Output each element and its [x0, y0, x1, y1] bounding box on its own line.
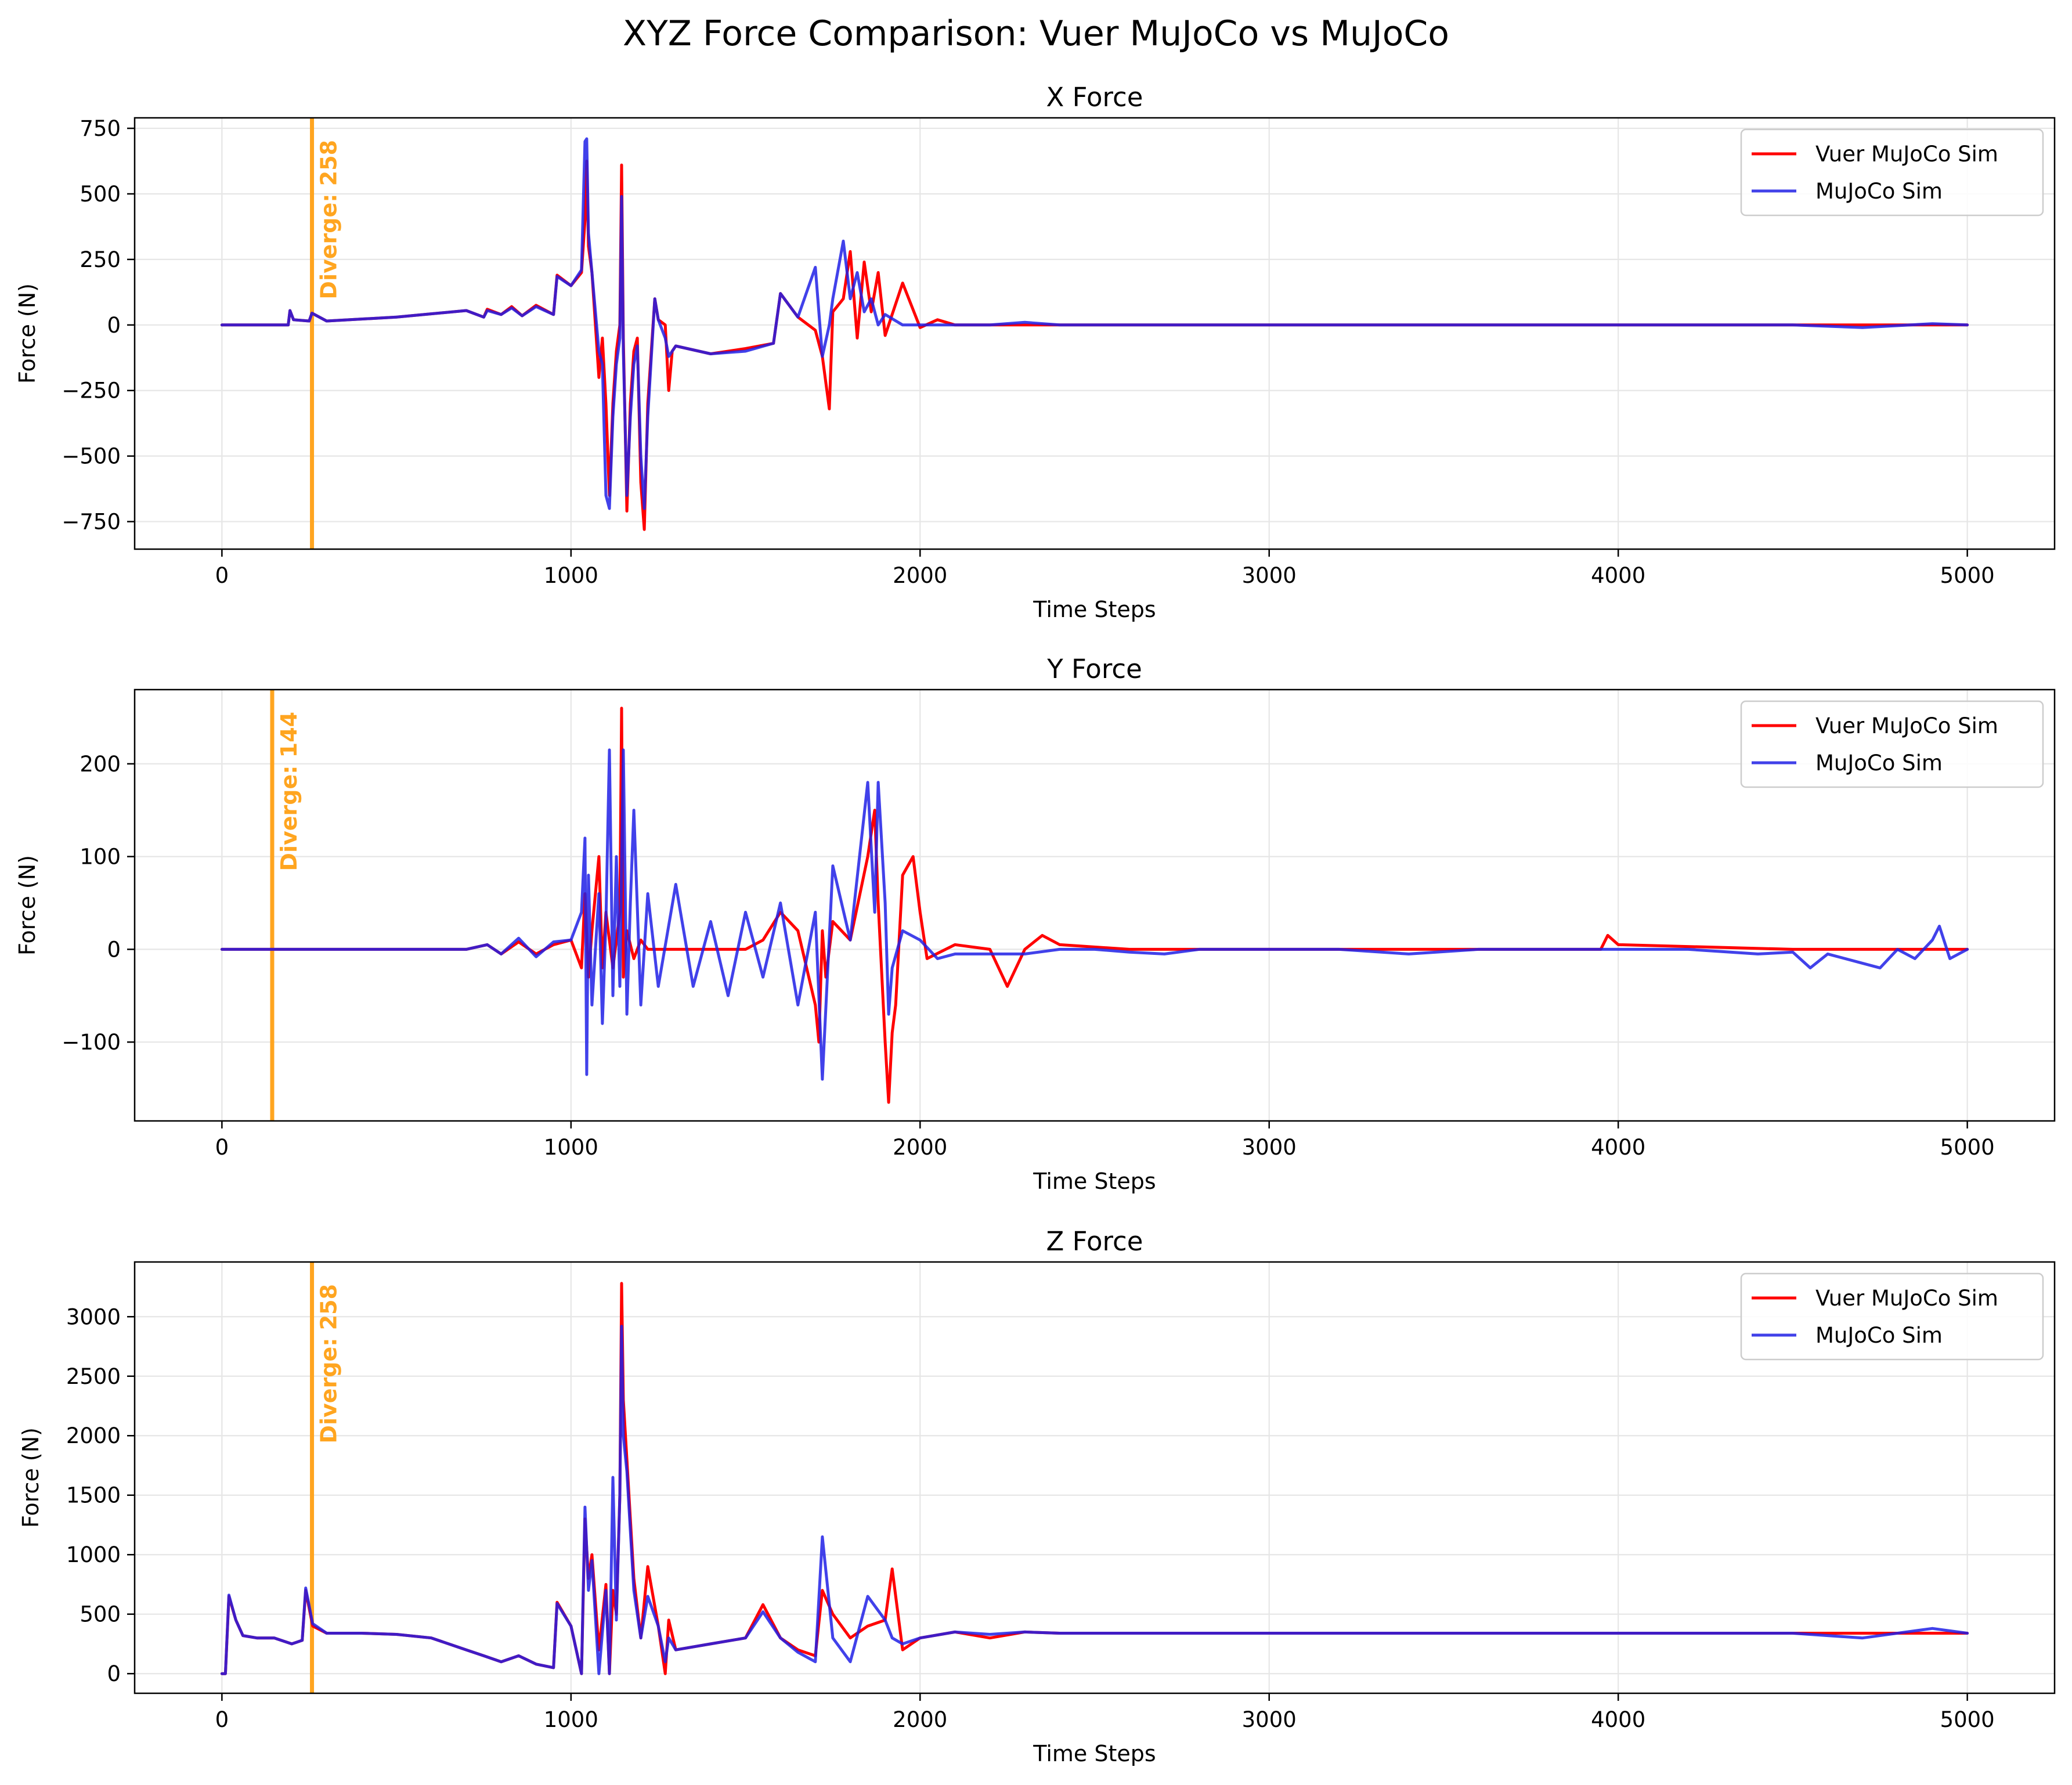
y-force-x-tick-label: 2000: [893, 1135, 947, 1160]
z-force-axes-frame: [133, 1261, 2056, 1694]
z-force-x-tick-label: 3000: [1242, 1707, 1297, 1732]
y-force-y-axis-label: Force (N): [15, 855, 40, 955]
y-force-x-tick-label: 4000: [1591, 1135, 1645, 1160]
x-force-diverge-label: Diverge: 258: [316, 140, 342, 300]
y-force-x-tick-label: 5000: [1940, 1135, 1995, 1160]
y-force-x-tick-label: 0: [215, 1135, 229, 1160]
x-force-x-tick-label: 3000: [1242, 563, 1297, 588]
x-force-series-mujoco-line: [220, 137, 1969, 510]
y-force-y-tick-label: 200: [80, 752, 121, 777]
z-force-x-axis-label: Time Steps: [1033, 1741, 1156, 1766]
y-force-title: Y Force: [1046, 654, 1142, 684]
y-force-chart: Diverge: 144 0 1000 2000 3000 4000 5000 −100 0 10…: [15, 654, 2056, 1194]
z-force-x-tick-label: 2000: [893, 1707, 947, 1732]
y-force-y-tick-label: −100: [62, 1030, 121, 1055]
z-force-legend-label-mujoco: MuJoCo Sim: [1815, 1323, 1943, 1348]
y-force-legend-label-mujoco: MuJoCo Sim: [1815, 751, 1943, 776]
x-force-y-tick-label: 750: [80, 116, 121, 141]
z-force-y-tick-label: 3000: [66, 1304, 121, 1329]
z-force-series-group: [220, 1282, 1969, 1675]
x-force-x-tick-label: 0: [215, 563, 229, 588]
z-force-series-mujoco-line: [220, 1325, 1969, 1675]
z-force-y-tick-label: 2000: [66, 1423, 121, 1448]
z-force-chart: Diverge: 258 0 1000 2000 3000 4000 5000 0 500 100…: [18, 1226, 2056, 1766]
y-force-x-axis-label: Time Steps: [1033, 1169, 1156, 1194]
x-force-x-tick-label: 1000: [544, 563, 598, 588]
z-force-x-tick-label: 4000: [1591, 1707, 1645, 1732]
z-force-y-tick-label: 1500: [66, 1483, 121, 1508]
x-force-x-tick-label: 2000: [893, 563, 947, 588]
y-force-series-mujoco-line: [220, 748, 1969, 1081]
x-force-legend: Vuer MuJoCo Sim MuJoCo Sim: [1740, 128, 2044, 217]
x-force-x-axis-label: Time Steps: [1033, 597, 1156, 622]
y-force-series-group: [220, 706, 1969, 1104]
y-force-y-tick-label: 100: [80, 845, 121, 870]
x-force-series-group: [220, 137, 1969, 531]
z-force-title: Z Force: [1046, 1226, 1143, 1257]
x-force-legend-box: [1740, 128, 2044, 217]
z-force-x-tick-label: 1000: [544, 1707, 598, 1732]
y-force-legend-label-vuer-mujoco: Vuer MuJoCo Sim: [1815, 713, 1998, 738]
z-force-y-tick-label: 2500: [66, 1364, 121, 1389]
z-force-y-tick-label: 1000: [66, 1542, 121, 1567]
x-force-y-tick-label: 500: [80, 182, 121, 207]
y-force-legend: Vuer MuJoCo Sim MuJoCo Sim: [1740, 700, 2044, 788]
x-force-title: X Force: [1046, 82, 1143, 113]
x-force-y-tick-label: 0: [107, 313, 121, 338]
y-force-x-tick-label: 3000: [1242, 1135, 1297, 1160]
x-force-y-tick-label: 250: [80, 247, 121, 272]
y-force-axes-frame: [133, 688, 2056, 1122]
z-force-legend: Vuer MuJoCo Sim MuJoCo Sim: [1740, 1272, 2044, 1361]
x-force-y-tick-label: −250: [62, 378, 121, 403]
z-force-diverge-label: Diverge: 258: [316, 1284, 342, 1444]
z-force-x-tick-label: 5000: [1940, 1707, 1995, 1732]
z-force-legend-label-vuer-mujoco: Vuer MuJoCo Sim: [1815, 1286, 1998, 1311]
x-force-x-tick-label: 5000: [1940, 563, 1995, 588]
x-force-legend-label-vuer-mujoco: Vuer MuJoCo Sim: [1815, 142, 1998, 167]
x-force-axes-frame: [133, 117, 2056, 550]
z-force-y-axis-label: Force (N): [18, 1427, 44, 1528]
x-force-y-tick-label: −500: [62, 444, 121, 469]
y-force-legend-box: [1740, 700, 2044, 788]
x-force-legend-label-mujoco: MuJoCo Sim: [1815, 179, 1943, 204]
x-force-x-tick-label: 4000: [1591, 563, 1645, 588]
z-force-y-tick-label: 0: [107, 1661, 121, 1686]
z-force-legend-box: [1740, 1272, 2044, 1361]
z-force-y-tick-label: 500: [80, 1602, 121, 1627]
y-force-x-tick-label: 1000: [544, 1135, 598, 1160]
y-force-y-tick-label: 0: [107, 937, 121, 962]
x-force-y-tick-label: −750: [62, 510, 121, 535]
z-force-x-tick-label: 0: [215, 1707, 229, 1732]
y-force-diverge-label: Diverge: 144: [276, 712, 302, 871]
x-force-y-axis-label: Force (N): [15, 283, 40, 384]
figure-suptitle: XYZ Force Comparison: Vuer MuJoCo vs MuJ…: [623, 13, 1449, 54]
